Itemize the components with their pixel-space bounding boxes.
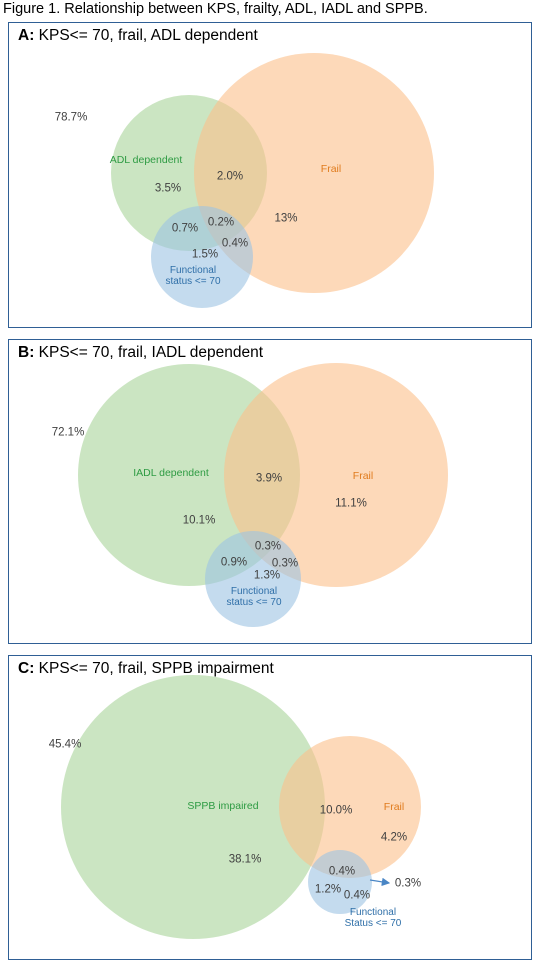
outside-pct: 72.1%: [51, 426, 85, 439]
green-orange-pct: 3.9%: [255, 472, 283, 485]
figure-title: Figure 1. Relationship between KPS, frai…: [3, 1, 428, 17]
outside-pct: 45.4%: [48, 738, 82, 751]
frail-circle: [279, 736, 421, 878]
blue-only-pct: 1.3%: [253, 569, 281, 582]
green-only-pct: 3.5%: [154, 182, 182, 195]
green-orange-pct: 10.0%: [319, 804, 353, 817]
functional-status-circle: [308, 850, 372, 914]
orange-only-pct: 11.1%: [335, 497, 367, 510]
venn-a-circles: [111, 53, 434, 308]
venn-panel-a: A: KPS<= 70, frail, ADL dependent 78.7% …: [8, 22, 532, 328]
iadl-dependent-label: IADL dependent: [133, 467, 209, 480]
green-orange-pct: 2.0%: [216, 170, 244, 183]
venn-c-circles: [61, 675, 421, 939]
orange-blue-pct: 0.3%: [394, 877, 422, 890]
blue-only-pct: 1.5%: [191, 248, 219, 261]
functional-status-label: Functional status <= 70: [226, 586, 282, 608]
outside-pct: 78.7%: [54, 111, 88, 124]
venn-b-circles: [78, 363, 448, 627]
frail-label: Frail: [383, 801, 405, 814]
frail-circle: [194, 53, 434, 293]
panel-c-title: C: KPS<= 70, frail, SPPB impairment: [18, 660, 274, 678]
functional-status-circle: [151, 206, 253, 308]
panel-a-letter: A:: [18, 27, 35, 44]
all-three-pct: 0.2%: [207, 216, 235, 229]
blue-only-pct: 0.4%: [343, 889, 371, 902]
sppb-impaired-circle: [61, 675, 325, 939]
green-blue-pct: 0.7%: [171, 222, 199, 235]
panel-b-title: B: KPS<= 70, frail, IADL dependent: [18, 344, 263, 362]
orange-only-pct: 13%: [274, 212, 298, 225]
orange-blue-pct: 0.3%: [271, 557, 299, 570]
all-three-pct: 0.3%: [254, 540, 282, 553]
venn-panel-b: B: KPS<= 70, frail, IADL dependent 72.1%…: [8, 339, 532, 644]
panel-a-title-text: KPS<= 70, frail, ADL dependent: [38, 27, 258, 44]
panel-c-letter: C:: [18, 660, 35, 677]
venn-panel-c: C: KPS<= 70, frail, SPPB impairment 45.4…: [8, 655, 532, 960]
frail-label: Frail: [352, 470, 374, 483]
adl-dependent-label: ADL dependent: [109, 154, 183, 167]
panel-b-letter: B:: [18, 344, 35, 361]
green-blue-pct: 1.2%: [314, 883, 342, 896]
frail-label: Frail: [320, 163, 342, 176]
functional-status-circle: [205, 531, 301, 627]
frail-circle: [224, 363, 448, 587]
green-blue-pct: 0.9%: [220, 556, 248, 569]
orange-blue-pct: 0.4%: [221, 237, 249, 250]
functional-status-label: Functional status <= 70: [165, 265, 221, 287]
sppb-impaired-label: SPPB impaired: [187, 800, 259, 813]
functional-status-label: Functional Status <= 70: [344, 907, 402, 929]
all-three-pct: 0.4%: [328, 865, 356, 878]
panel-c-title-text: KPS<= 70, frail, SPPB impairment: [38, 660, 274, 677]
panel-a-title: A: KPS<= 70, frail, ADL dependent: [18, 27, 258, 45]
callout-arrow: [369, 877, 391, 887]
green-only-pct: 10.1%: [182, 514, 216, 527]
orange-only-pct: 4.2%: [380, 831, 408, 844]
panel-b-title-text: KPS<= 70, frail, IADL dependent: [38, 344, 263, 361]
green-only-pct: 38.1%: [228, 853, 262, 866]
